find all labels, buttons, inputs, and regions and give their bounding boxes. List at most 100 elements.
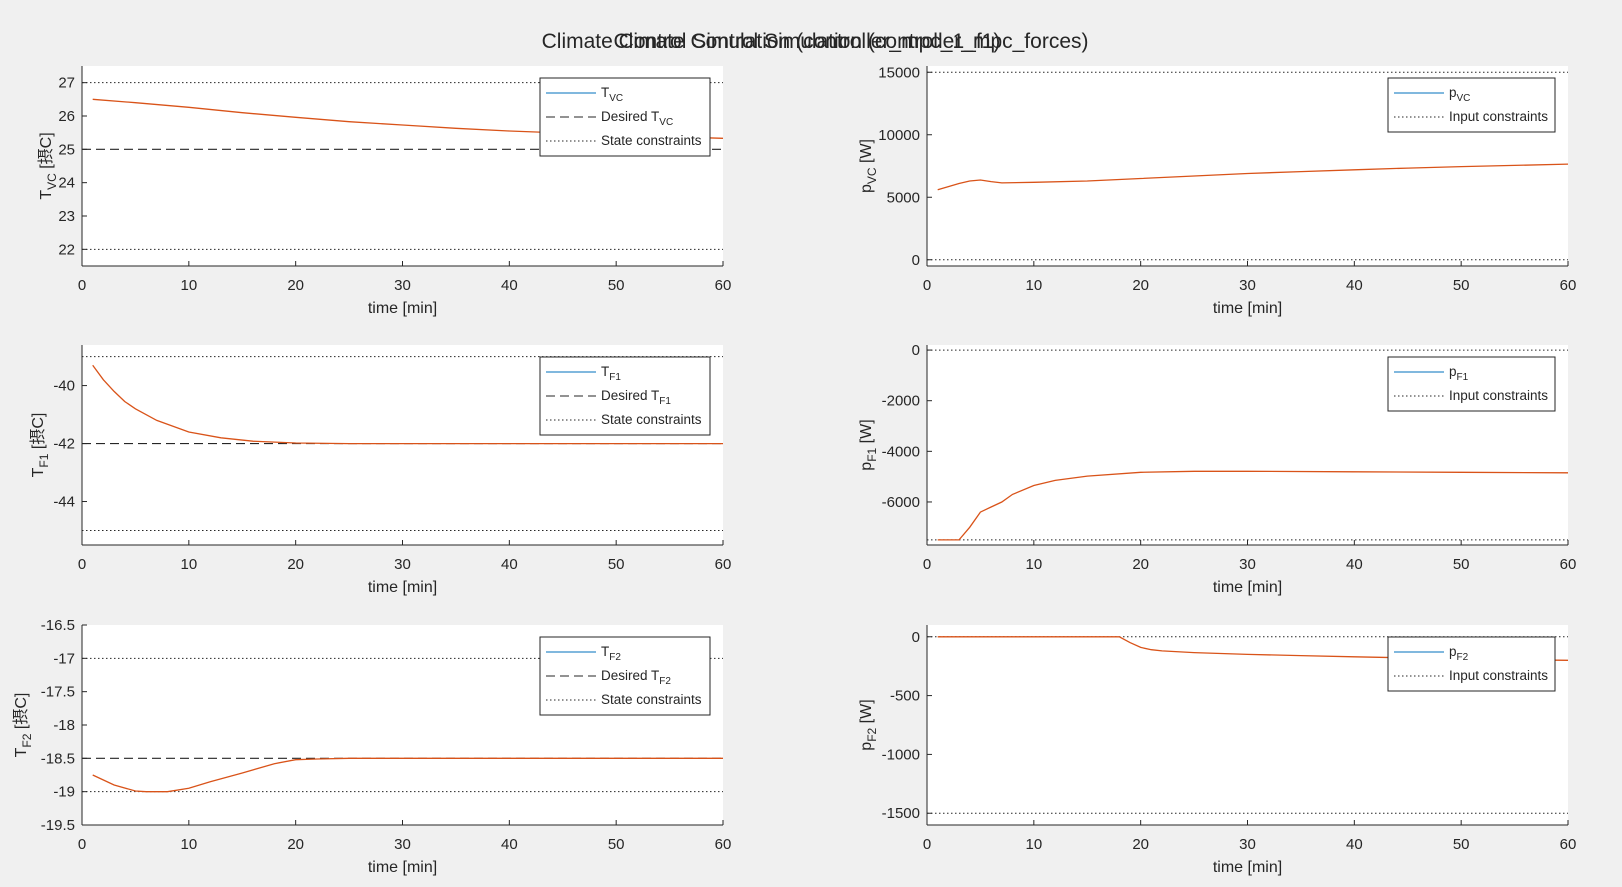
y-axis-label: pVC [W]: [858, 139, 879, 193]
x-axis-label: time [min]: [1213, 579, 1282, 596]
y-tick-label: -1500: [882, 805, 920, 822]
y-tick-label: 5000: [887, 189, 920, 206]
y-tick-label: -1000: [882, 746, 920, 763]
x-tick-label: 30: [394, 277, 411, 294]
x-tick-label: 0: [923, 556, 931, 573]
x-tick-label: 60: [1560, 556, 1577, 573]
y-axis-label: TF2 [摂C]: [12, 693, 34, 758]
subplot-row2-left: 0 10 20 30 40 50 60 -44 -42 -40 time [min] TF1 [摂C]…: [29, 345, 731, 596]
y-tick-label: -19.5: [41, 817, 75, 834]
subplot-row2-right: 0 10 20 30 40 50 60 -6000 -4000 -2000 0 time [min] p…: [858, 342, 1576, 596]
x-tick-label: 50: [1453, 277, 1470, 294]
y-tick-label: -500: [890, 688, 920, 705]
legend-entry-label: State constraints: [601, 133, 702, 148]
legend-entry-label: TVC: [601, 85, 623, 104]
subplot-row3-left: 0 10 20 30 40 50 60 -19.5 -19 -18.5 -18 -17.5 -17 -16…: [12, 617, 731, 876]
legend: pF2 Input constraints: [1387, 636, 1556, 692]
y-axis-label: pF2 [W]: [858, 699, 879, 750]
y-tick-label: -17: [53, 650, 75, 667]
x-tick-label: 0: [923, 836, 931, 853]
y-tick-label: 24: [58, 175, 75, 192]
legend-entry-label: Input constraints: [1449, 109, 1548, 124]
legend: TVC Desired TVC State constraints: [539, 77, 711, 157]
x-tick-label: 60: [1560, 277, 1577, 294]
y-tick-label: -44: [53, 494, 75, 511]
y-tick-label: -17.5: [41, 684, 75, 701]
legend-entry-label: Desired TVC: [601, 109, 673, 128]
x-tick-label: 50: [608, 277, 625, 294]
legend-entry-label: Desired TF2: [601, 668, 671, 687]
x-tick-label: 60: [1560, 836, 1577, 853]
x-tick-label: 20: [287, 556, 304, 573]
figure-title-controller-mpc-1-f1: Climate Control Simulation (controller_m…: [542, 30, 1001, 53]
series-line: [92, 364, 723, 445]
x-tick-label: 30: [1239, 836, 1256, 853]
x-tick-label: 40: [501, 556, 518, 573]
legend-box: [1387, 636, 1556, 692]
legend: pVC Input constraints: [1387, 77, 1556, 133]
y-axis-label: TVC [摂C]: [37, 132, 59, 199]
x-tick-label: 40: [501, 277, 518, 294]
y-tick-label: -18: [53, 717, 75, 734]
x-tick-label: 0: [78, 836, 86, 853]
x-tick-label: 10: [1025, 277, 1042, 294]
y-tick-label: -19: [53, 784, 75, 801]
x-tick-label: 10: [1025, 836, 1042, 853]
legend-entry-label: pF1: [1449, 364, 1469, 383]
y-tick-label: 22: [58, 241, 75, 258]
x-tick-label: 10: [1025, 556, 1042, 573]
legend-entry-label: State constraints: [601, 412, 702, 427]
x-axis-label: time [min]: [1213, 300, 1282, 317]
x-tick-label: 0: [78, 556, 86, 573]
legend-entry-label: State constraints: [601, 692, 702, 707]
y-tick-label: -6000: [882, 494, 920, 511]
legend-entry-label: TF1: [601, 364, 621, 383]
x-tick-label: 50: [608, 836, 625, 853]
y-tick-label: -18.5: [41, 750, 75, 767]
x-axis-label: time [min]: [368, 859, 437, 876]
subplot-row1-left: 0 10 20 30 40 50 60 22 23 24 25 26 27 time [min] TVC […: [37, 66, 731, 317]
y-tick-label: 23: [58, 208, 75, 225]
y-axis-label: pF1 [W]: [858, 419, 879, 470]
x-tick-label: 30: [1239, 277, 1256, 294]
legend-entry-label: pVC: [1449, 85, 1470, 104]
x-tick-label: 40: [501, 836, 518, 853]
x-axis-label: time [min]: [1213, 859, 1282, 876]
subplot-row3-right: 0 10 20 30 40 50 60 -1500 -1000 -500 0 time [min] pF…: [858, 625, 1576, 876]
subplot-row1-right: 0 10 20 30 40 50 60 0 5000 10000 15000 time [min] pV…: [858, 64, 1576, 317]
y-axis-label: TF1 [摂C]: [29, 413, 51, 478]
x-tick-label: 30: [1239, 556, 1256, 573]
x-tick-label: 10: [180, 556, 197, 573]
y-tick-label: -2000: [882, 393, 920, 410]
x-tick-label: 60: [715, 277, 732, 294]
x-tick-label: 50: [608, 556, 625, 573]
subplot-grid: 0 10 20 30 40 50 60 22 23 24 25 26 27 time [min] TVC […: [12, 64, 1576, 876]
figure-title-controller-mpc-forces: Climate Control Simulation (controller_m…: [613, 30, 1088, 53]
y-tick-label: 0: [912, 252, 920, 269]
legend-box: [1387, 356, 1556, 412]
y-tick-label: -40: [53, 378, 75, 395]
legend: TF1 Desired TF1 State constraints: [539, 356, 711, 436]
x-tick-label: 20: [1132, 277, 1149, 294]
x-axis-label: time [min]: [368, 300, 437, 317]
legend-entry-label: Desired TF1: [601, 388, 671, 407]
y-tick-label: 15000: [878, 64, 920, 81]
x-axis-label: time [min]: [368, 579, 437, 596]
series-line: [937, 470, 1569, 541]
y-tick-label: 10000: [878, 127, 920, 144]
legend: TF2 Desired TF2 State constraints: [539, 636, 711, 716]
x-tick-label: 20: [1132, 556, 1149, 573]
legend-entry-label: pF2: [1449, 644, 1469, 663]
y-tick-label: -42: [53, 436, 75, 453]
x-tick-label: 50: [1453, 836, 1470, 853]
y-tick-label: 0: [912, 342, 920, 359]
x-tick-label: 20: [287, 277, 304, 294]
legend: pF1 Input constraints: [1387, 356, 1556, 412]
x-tick-label: 60: [715, 836, 732, 853]
legend-entry-label: Input constraints: [1449, 668, 1548, 683]
x-tick-label: 40: [1346, 836, 1363, 853]
y-tick-label: -16.5: [41, 617, 75, 634]
x-tick-label: 0: [78, 277, 86, 294]
y-tick-label: 25: [58, 141, 75, 158]
